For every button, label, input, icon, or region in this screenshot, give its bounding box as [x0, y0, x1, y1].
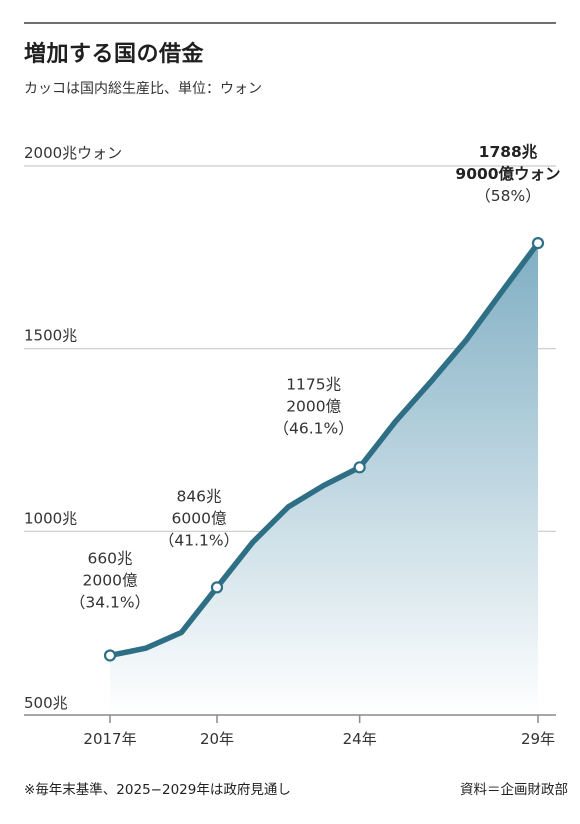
data-label: （34.1%） — [70, 593, 150, 611]
data-label: 2000億 — [83, 571, 138, 589]
data-point-marker — [103, 649, 117, 662]
y-tick-label: 1000兆 — [24, 509, 77, 527]
x-tick-label: 20年 — [200, 730, 234, 748]
data-label: （58%） — [475, 187, 540, 205]
data-label: 1788兆 — [479, 143, 538, 161]
source-note: 資料＝企画財政部 — [460, 782, 568, 798]
x-tick-label: 29年 — [521, 730, 555, 748]
data-label: 1175兆 — [286, 375, 341, 393]
y-tick-label: 500兆 — [24, 694, 68, 712]
data-label: （41.1%） — [159, 531, 239, 549]
area-chart: 2000兆ウォン 1500兆 1000兆 500兆 2017年 20年 24年 29年 660兆… — [24, 143, 561, 748]
footnote: ※毎年末基準、2025−2029年は政府見通し — [24, 782, 291, 798]
x-tick-label: 2017年 — [83, 730, 136, 748]
y-tick-label: 2000兆ウォン — [24, 144, 122, 162]
chart-title: 増加する国の借金 — [24, 42, 205, 67]
data-label: 660兆 — [87, 549, 132, 567]
area-layer — [110, 243, 538, 714]
data-point-marker — [210, 581, 224, 594]
top-rule — [24, 22, 556, 24]
label-layer: 2000兆ウォン 1500兆 1000兆 500兆 2017年 20年 24年 29年 660兆… — [24, 143, 561, 748]
data-label: （46.1%） — [274, 419, 354, 437]
axis-layer — [24, 714, 556, 723]
y-tick-label: 1500兆 — [24, 327, 77, 345]
data-point-marker — [531, 237, 545, 250]
data-label: 2000億 — [286, 397, 341, 415]
data-label: 6000億 — [172, 509, 227, 527]
data-label: 846兆 — [176, 487, 221, 505]
line-layer — [103, 237, 545, 662]
data-point-marker — [353, 461, 366, 474]
chart-subtitle: カッコは国内総生産比、単位：ウォン — [24, 81, 262, 97]
data-label: 9000億ウォン — [455, 164, 560, 183]
x-tick-label: 24年 — [343, 730, 377, 748]
series-line — [107, 240, 541, 659]
area-fill — [110, 243, 538, 714]
